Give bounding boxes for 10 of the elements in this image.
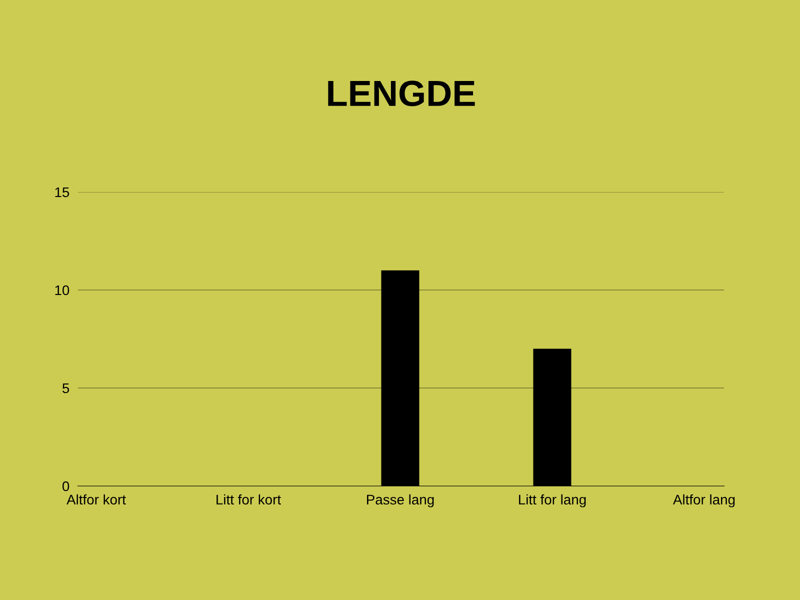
y-tick-label: 5 (62, 383, 70, 394)
x-tick-label: Passe lang (367, 494, 434, 508)
x-tick-label: Altfor lang (673, 494, 735, 508)
y-tick-label: 15 (55, 187, 70, 198)
x-tick-label: Litt for lang (519, 494, 586, 508)
y-tick-label: 10 (55, 285, 70, 296)
x-tick-label: Litt for kort (216, 494, 281, 505)
x-tick-label: Altfor kort (66, 494, 126, 505)
chart-title: LENGDE (328, 80, 475, 106)
y-tick-label: 0 (62, 481, 70, 492)
